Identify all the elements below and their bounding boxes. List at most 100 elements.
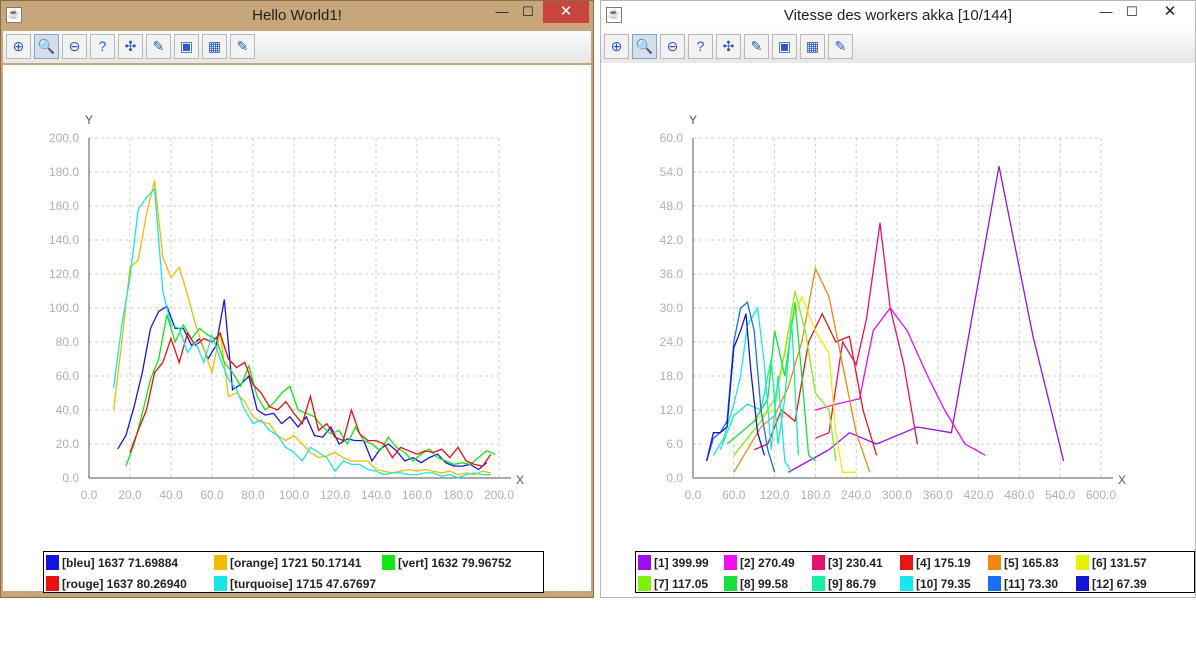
close-button[interactable]: ✕ — [543, 1, 589, 23]
edit-red-icon[interactable]: ✎ — [828, 34, 853, 59]
plot-panel: 0.0 20.0 40.0 60.0 80.0 100.0 120.0 140.0 160.0 1… — [3, 65, 591, 593]
axis-help-icon[interactable]: ? — [688, 34, 713, 59]
y-tick-label: 12.0 — [660, 403, 684, 417]
legend-item: [10] 79.35 — [900, 576, 971, 594]
legend-swatch — [988, 555, 1001, 570]
title-bar[interactable]: ☕ Vitesse des workers akka [10/144] — ☐ … — [601, 1, 1195, 31]
x-tick-label: 240.0 — [841, 488, 871, 502]
legend-swatch — [638, 555, 651, 570]
legend: [bleu] 1637 71.69884 [orange] 1721 50.171… — [43, 551, 544, 593]
y-tick-label: 0.0 — [666, 471, 683, 485]
zoom-region-icon[interactable]: ⊕ — [6, 34, 31, 59]
maximize-button[interactable]: ☐ — [1126, 4, 1138, 19]
y-tick-label: 48.0 — [660, 199, 684, 213]
legend-label: [bleu] 1637 71.69884 — [62, 556, 179, 570]
legend-swatch — [900, 576, 913, 591]
close-button[interactable]: ✕ — [1163, 3, 1177, 20]
x-axis-label: X — [516, 473, 524, 487]
legend-swatch — [812, 576, 825, 591]
legend-item: [9] 86.79 — [812, 576, 876, 594]
legend-swatch — [46, 576, 59, 591]
x-tick-label: 600.0 — [1086, 488, 1116, 502]
y-tick-label: 80.0 — [56, 335, 80, 349]
x-tick-label: 140.0 — [361, 488, 391, 502]
maximize-button[interactable]: ☐ — [522, 4, 534, 19]
y-tick-label: 0.0 — [62, 471, 79, 485]
line-chart: 0.0 20.0 40.0 60.0 80.0 100.0 120.0 140.0 160.0 1… — [49, 113, 524, 502]
java-icon: ☕ — [6, 7, 22, 23]
series-line-11 — [705, 301, 776, 473]
grid-icon[interactable]: ▦ — [202, 34, 227, 59]
y-tick-label: 60.0 — [56, 369, 80, 383]
legend-label: [orange] 1721 50.17141 — [230, 556, 362, 570]
legend-label: [11] 73.30 — [1004, 577, 1059, 591]
legend-swatch — [1076, 576, 1089, 591]
series-line-1 — [787, 166, 1065, 473]
save-icon[interactable]: ▣ — [174, 34, 199, 59]
series-line-4 — [129, 331, 492, 467]
edit-icon[interactable]: ✎ — [744, 34, 769, 59]
title-bar[interactable]: ☕ Hello World1! — ☐ ✕ — [1, 1, 593, 31]
legend-item: [11] 73.30 — [988, 576, 1058, 594]
x-tick-label: 180.0 — [443, 488, 473, 502]
zoom-out-icon[interactable]: ⊖ — [62, 34, 87, 59]
minimize-button[interactable]: — — [1099, 4, 1113, 19]
legend-swatch — [724, 576, 737, 591]
plot-panel: 0.0 60.0 120.0 180.0 240.0 300.0 360.0 420.0 480… — [601, 65, 1195, 593]
x-tick-label: 20.0 — [118, 488, 142, 502]
minimize-button[interactable]: — — [495, 4, 509, 19]
pan-icon[interactable]: ✣ — [118, 34, 143, 59]
chart-toolbar: ⊕ 🔍 ⊖? ✣ ✎ ▣ ▦ ✎ — [601, 31, 1195, 63]
grid-icon[interactable]: ▦ — [800, 34, 825, 59]
x-tick-label: 120.0 — [320, 488, 350, 502]
zoom-region-icon[interactable]: ⊕ — [604, 34, 629, 59]
legend: [1] 399.99 [2] 270.49 [3] 230.41 [4] 175.19… — [635, 551, 1195, 593]
x-axis-label: X — [1118, 473, 1126, 487]
window-title: Vitesse des workers akka [10/144] — [783, 7, 1013, 24]
y-tick-label: 60.0 — [660, 131, 684, 145]
edit-icon[interactable]: ✎ — [146, 34, 171, 59]
x-tick-label: 0.0 — [685, 488, 702, 502]
magnifier-icon[interactable]: 🔍 — [632, 34, 657, 59]
zoom-out-icon[interactable]: ⊖ — [660, 34, 685, 59]
legend-label: [8] 99.58 — [740, 577, 789, 591]
magnifier-icon[interactable]: 🔍 — [34, 34, 59, 59]
series-line-3 — [815, 222, 919, 445]
y-axis-label: Y — [85, 113, 93, 127]
series-line-7 — [733, 290, 837, 462]
x-tick-label: 60.0 — [200, 488, 224, 502]
x-tick-label: 200.0 — [484, 488, 514, 502]
legend-item: [12] 67.39 — [1076, 576, 1147, 594]
legend-label: [6] 131.57 — [1092, 556, 1147, 570]
y-tick-label: 160.0 — [49, 199, 79, 213]
y-tick-label: 120.0 — [49, 267, 79, 281]
line-chart: 0.0 60.0 120.0 180.0 240.0 300.0 360.0 420.0 480… — [660, 113, 1126, 502]
axis-help-icon[interactable]: ? — [90, 34, 115, 59]
window-title: Hello World1! — [252, 7, 342, 24]
edit-red-icon[interactable]: ✎ — [230, 34, 255, 59]
series-line-4 — [753, 312, 878, 456]
legend-item: [vert] 1632 79.96752 — [382, 555, 511, 573]
x-tick-label: 180.0 — [800, 488, 830, 502]
pan-icon[interactable]: ✣ — [716, 34, 741, 59]
y-tick-label: 42.0 — [660, 233, 684, 247]
legend-item: [5] 165.83 — [988, 555, 1059, 573]
series-line-2 — [815, 306, 986, 456]
save-icon[interactable]: ▣ — [772, 34, 797, 59]
y-axis-label: Y — [689, 113, 697, 127]
x-tick-label: 0.0 — [81, 488, 98, 502]
legend-item: [7] 117.05 — [638, 576, 708, 594]
legend-swatch — [812, 555, 825, 570]
legend-item: [8] 99.58 — [724, 576, 788, 594]
y-tick-label: 18.0 — [660, 369, 684, 383]
series-line-2 — [112, 180, 491, 476]
legend-label: [10] 79.35 — [916, 577, 971, 591]
y-tick-label: 30.0 — [660, 301, 684, 315]
legend-item: [bleu] 1637 71.69884 — [46, 555, 178, 573]
chart-window-1: ☕ Hello World1! — ☐ ✕ ⊕ 🔍 ⊖? ✣ ✎ ▣ ▦ ✎ 0.0 20.0 4… — [0, 0, 594, 598]
legend-item: [1] 399.99 — [638, 555, 709, 573]
legend-label: [9] 86.79 — [828, 577, 877, 591]
legend-label: [vert] 1632 79.96752 — [398, 556, 512, 570]
legend-item: [4] 175.19 — [900, 555, 971, 573]
legend-swatch — [1076, 555, 1089, 570]
